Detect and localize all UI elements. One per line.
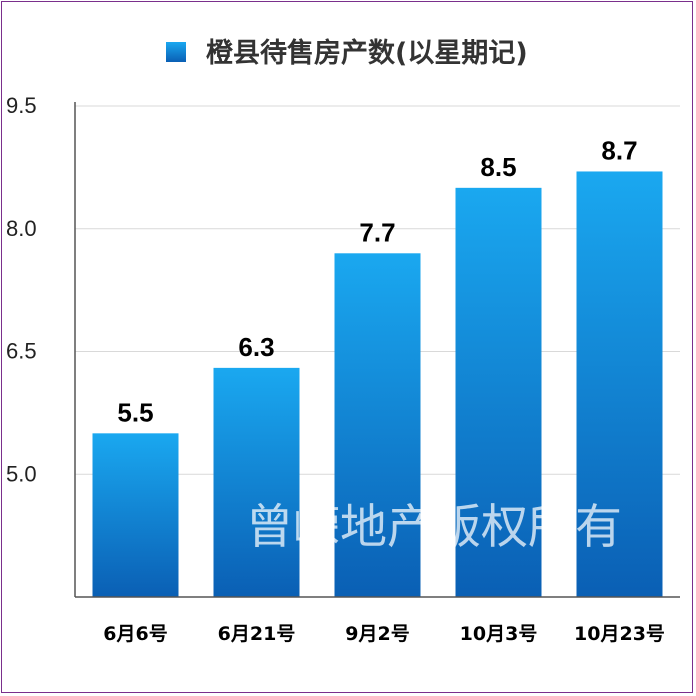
legend: 橙县待售房产数(以星期记) <box>166 37 528 69</box>
x-tick-label: 9月2号 <box>345 623 409 645</box>
bar <box>455 187 542 598</box>
x-axis-ticks: 6月6号 6月21号 9月2号 10月3号 10月23号 <box>103 623 665 645</box>
legend-swatch <box>166 42 186 62</box>
y-tick-label: 9.5 <box>6 93 37 118</box>
y-tick-label: 5.0 <box>6 461 37 486</box>
legend-label: 橙县待售房产数(以星期记) <box>206 37 528 69</box>
x-tick-label: 6月21号 <box>218 623 296 645</box>
data-label: 5.5 <box>117 397 153 427</box>
y-tick-label: 8.0 <box>6 216 37 241</box>
data-label: 8.5 <box>480 152 516 182</box>
data-label: 6.3 <box>238 332 274 362</box>
y-axis-ticks: 5.0 6.5 8.0 9.5 <box>6 93 37 486</box>
bar <box>213 367 300 597</box>
data-label: 8.7 <box>601 135 637 165</box>
bar <box>576 171 663 597</box>
x-tick-label: 10月23号 <box>574 623 665 645</box>
data-label: 7.7 <box>359 217 395 247</box>
watermark: 曾嵘地产版权所有 <box>246 500 622 555</box>
x-tick-label: 10月3号 <box>460 623 538 645</box>
bar <box>334 253 421 598</box>
bars <box>92 171 663 598</box>
y-tick-label: 6.5 <box>6 339 37 364</box>
x-tick-label: 6月6号 <box>103 623 167 645</box>
bar <box>92 433 179 597</box>
data-labels: 5.5 6.3 7.7 8.5 8.7 <box>117 135 637 427</box>
axes <box>74 102 680 598</box>
